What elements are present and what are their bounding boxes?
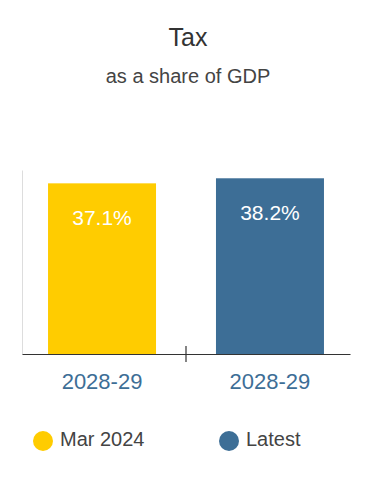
legend: Mar 2024 Latest [33,428,301,451]
data-label: 38.2% [240,201,300,224]
y-axis-line [22,171,23,355]
legend-swatch [219,431,239,451]
y-axis [22,171,24,355]
data-label: 37.1% [72,206,132,229]
bars [48,178,324,354]
legend-label: Mar 2024 [60,428,145,450]
legend-swatch [33,431,53,451]
x-tick: 2028-29 [62,354,143,394]
separator [185,346,186,362]
title: Tax [169,23,208,51]
bar [48,183,156,354]
x-tick-label: 2028-29 [230,369,311,394]
x-tick-label: 2028-29 [62,369,143,394]
data-labels: 37.1% 38.2% [72,201,299,229]
chart: Tax as a share of GDP 37.1% 38.2% 2028-29 202… [0,0,375,480]
bar [216,178,324,354]
legend-label: Latest [246,428,301,450]
legend-item: Mar 2024 [33,428,145,451]
legend-item: Latest [219,428,301,451]
x-tick: 2028-29 [230,354,311,394]
subtitle: as a share of GDP [106,65,271,87]
